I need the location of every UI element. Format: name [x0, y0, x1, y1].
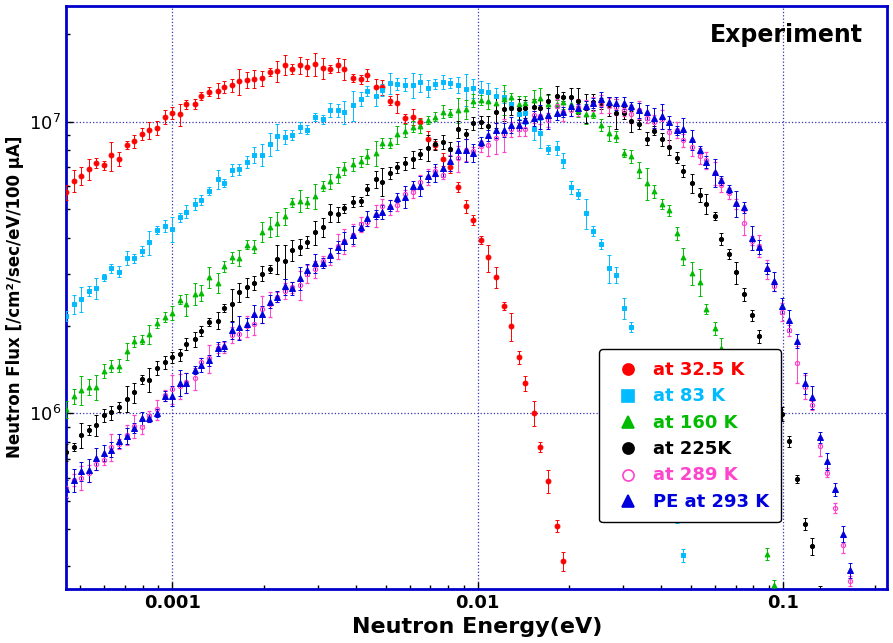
- Text: Experiment: Experiment: [710, 23, 863, 47]
- X-axis label: Neutron Energy(eV): Neutron Energy(eV): [352, 617, 602, 637]
- Legend: at 32.5 K, at 83 K, at 160 K, at 225K, at 289 K, PE at 293 K: at 32.5 K, at 83 K, at 160 K, at 225K, a…: [599, 349, 780, 522]
- Y-axis label: Neutron Flux [/cm²/sec/eV/100 μA]: Neutron Flux [/cm²/sec/eV/100 μA]: [5, 136, 23, 458]
